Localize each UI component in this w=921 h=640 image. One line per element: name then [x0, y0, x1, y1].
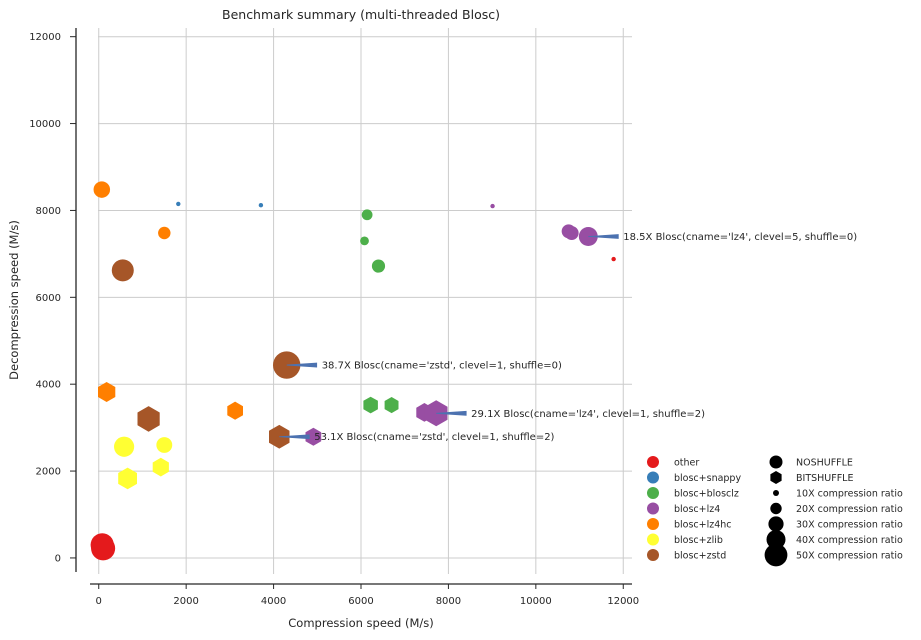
- data-point-other: [611, 256, 616, 262]
- y-axis-ticks: 0 2000 4000 6000 8000 10000 12000: [29, 32, 76, 564]
- data-point-blosc-lz4: [564, 226, 579, 240]
- annotation-arrow: [436, 410, 467, 416]
- x-tick-label: 0: [96, 596, 102, 607]
- y-tick-label: 10000: [29, 119, 61, 130]
- annotation-label: 38.7X Blosc(cname='zstd', clevel=1, shuf…: [322, 361, 562, 372]
- grid: [98, 28, 632, 574]
- legend-marker-blosc-lz4: [647, 502, 659, 515]
- data-point-blosc-blosclz: [363, 396, 378, 414]
- annotation-label: 18.5X Blosc(cname='lz4', clevel=5, shuff…: [623, 232, 857, 243]
- annotation-arrow: [588, 234, 619, 239]
- y-tick-label: 12000: [29, 32, 61, 43]
- legend-size-marker: [766, 530, 786, 549]
- legend-marker-blosc-snappy: [647, 471, 659, 484]
- data-point-blosc-snappy: [176, 201, 181, 207]
- legend-label-blosc-lz4: blosc+lz4: [674, 504, 720, 515]
- x-axis-ticks: 0 2000 4000 6000 8000 10000 12000: [96, 584, 639, 607]
- legend-marker-blosc-lz4hc: [647, 518, 659, 530]
- data-point-blosc-zlib: [156, 437, 173, 453]
- legend-size-marker: [773, 490, 779, 496]
- x-tick-label: 8000: [436, 596, 461, 607]
- y-tick-label: 8000: [36, 206, 61, 217]
- legend-shape-marker: [770, 471, 782, 484]
- data-point-blosc-lz4hc: [93, 181, 111, 198]
- data-point-blosc-lz4hc: [227, 401, 243, 420]
- data-point-other: [91, 536, 116, 561]
- legend-marker-other: [647, 456, 659, 468]
- legend-label-blosc-zlib: blosc+zlib: [674, 535, 723, 546]
- chart-title: Benchmark summary (multi-threaded Blosc): [222, 7, 500, 22]
- x-tick-label: 4000: [261, 596, 286, 607]
- legend-size-label: 30X compression ratio: [796, 520, 903, 531]
- y-tick-label: 2000: [36, 467, 61, 478]
- legend-size-label: 10X compression ratio: [796, 489, 903, 500]
- data-point-blosc-zlib: [118, 467, 137, 490]
- data-point-blosc-lz4: [305, 427, 322, 446]
- data-point-blosc-blosclz: [371, 259, 386, 273]
- legend-size-marker: [768, 516, 784, 532]
- y-axis-label: Decompression speed (M/s): [7, 220, 21, 380]
- annotations: 18.5X Blosc(cname='lz4', clevel=5, shuff…: [279, 232, 857, 443]
- data-point-blosc-lz4hc: [98, 382, 116, 402]
- legend-label-other: other: [674, 458, 699, 469]
- annotation-arrow: [279, 434, 310, 440]
- x-axis-label: Compression speed (M/s): [288, 616, 433, 630]
- data-point-blosc-blosclz: [384, 397, 399, 414]
- legend-label-blosc-blosclz: blosc+blosclz: [674, 489, 739, 500]
- legend-size-marker: [770, 502, 782, 515]
- legend-size-label: 50X compression ratio: [796, 551, 903, 562]
- x-tick-label: 6000: [348, 596, 373, 607]
- data-point-blosc-zlib: [152, 457, 169, 477]
- data-point-blosc-lz4hc: [158, 226, 171, 240]
- legend-label-blosc-lz4hc: blosc+lz4hc: [674, 520, 732, 531]
- legend-size-label: 40X compression ratio: [796, 535, 903, 546]
- data-point-blosc-blosclz: [361, 209, 373, 221]
- axes: [75, 28, 632, 585]
- legend-marker-blosc-blosclz: [647, 487, 659, 499]
- legend-size-marker: [764, 543, 788, 567]
- data-point-blosc-zlib: [114, 436, 135, 457]
- legend-marker-blosc-zstd: [647, 549, 659, 561]
- legend-size-label: 20X compression ratio: [796, 504, 903, 515]
- x-tick-label: 2000: [173, 596, 198, 607]
- annotation-label: 53.1X Blosc(cname='zstd', clevel=1, shuf…: [314, 432, 554, 443]
- y-tick-label: 0: [55, 553, 61, 564]
- data-point-blosc-zstd: [137, 406, 160, 432]
- legend-label-blosc-snappy: blosc+snappy: [674, 473, 741, 484]
- data-point-blosc-snappy: [258, 203, 264, 208]
- x-tick-label: 10000: [520, 596, 552, 607]
- data-point-blosc-zstd: [111, 259, 134, 282]
- legend: other blosc+snappy blosc+blosclz blosc+lz4 b…: [647, 455, 903, 567]
- legend-shape-label: BITSHUFFLE: [796, 473, 853, 484]
- x-tick-label: 12000: [607, 596, 639, 607]
- legend-shape-marker: [769, 455, 783, 469]
- y-tick-label: 4000: [36, 380, 61, 391]
- data-point-blosc-lz4: [490, 203, 495, 209]
- annotation-arrow: [286, 362, 318, 368]
- annotation-label: 29.1X Blosc(cname='lz4', clevel=1, shuff…: [471, 409, 705, 420]
- y-tick-label: 6000: [36, 293, 61, 304]
- legend-label-blosc-zstd: blosc+zstd: [674, 551, 726, 562]
- legend-shape-label: NOSHUFFLE: [796, 458, 853, 469]
- legend-marker-blosc-zlib: [647, 533, 659, 546]
- data-point-blosc-blosclz: [360, 236, 369, 246]
